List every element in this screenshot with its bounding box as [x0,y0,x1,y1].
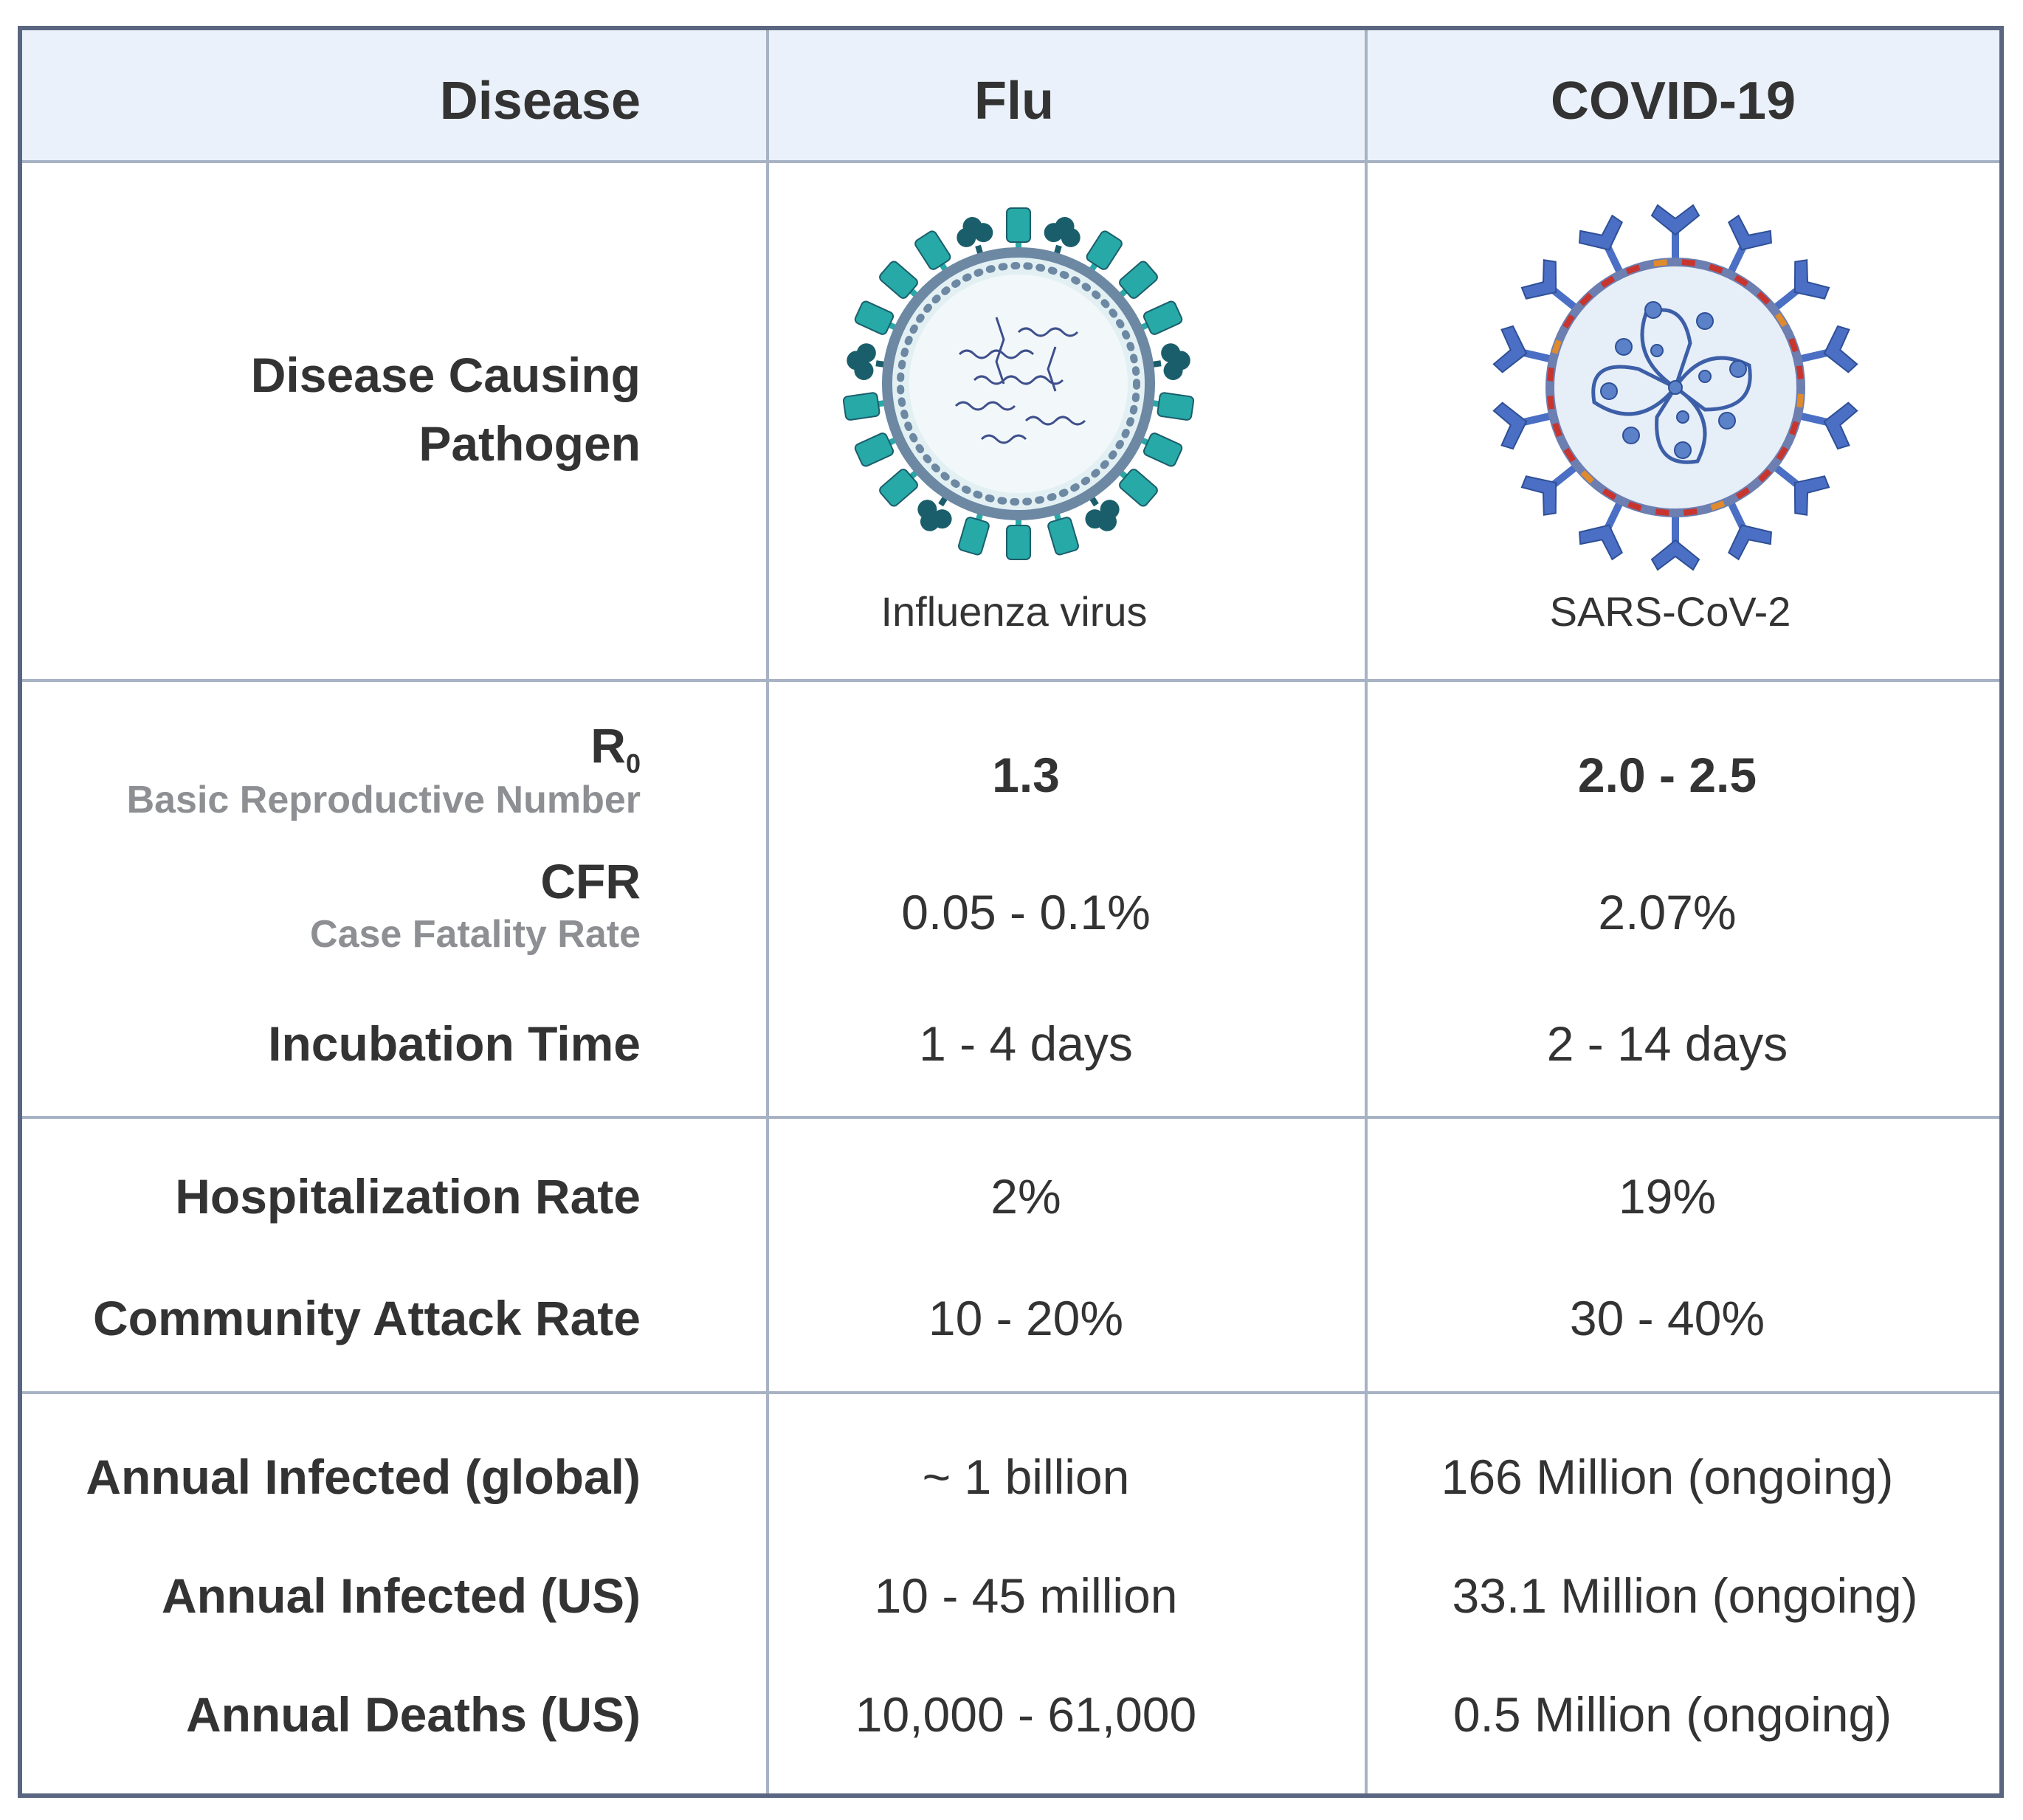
r0-label: R0 [590,717,641,779]
deaths-us-covid: 0.5 Million (ongoing) [1452,1687,1892,1742]
hospitalization-flu: 2% [990,1169,1061,1224]
header-covid: COVID-19 [1550,72,1796,131]
r0-flu: 1.3 [992,748,1060,802]
infected-global-flu: ~ 1 billion [922,1450,1130,1504]
r0-label-subscript: 0 [625,748,641,779]
incubation-label: Incubation Time [268,1016,641,1071]
comparison-table [18,26,2004,1798]
influenza-virus-illustration [842,207,1195,560]
pathogen-label-line1: Disease Causing [250,348,641,402]
attack-flu: 10 - 20% [928,1291,1124,1345]
deaths-us-flu: 10,000 - 61,000 [855,1687,1197,1742]
r0-label-text: R [590,718,626,773]
divider [22,160,1999,163]
r0-covid: 2.0 - 2.5 [1577,748,1757,802]
incubation-flu: 1 - 4 days [919,1016,1133,1071]
cfr-flu: 0.05 - 0.1% [901,885,1151,940]
hospitalization-label: Hospitalization Rate [175,1169,641,1224]
sars-cov-2-illustration [1492,204,1858,571]
covid-pathogen-caption: SARS-CoV-2 [1549,588,1791,635]
deaths-us-label: Annual Deaths (US) [185,1687,641,1742]
attack-covid: 30 - 40% [1569,1291,1765,1345]
infected-global-covid: 166 Million (ongoing) [1441,1450,1894,1504]
header-disease: Disease [439,72,641,131]
flu-pathogen-caption: Influenza virus [880,588,1148,635]
infected-us-label: Annual Infected (US) [161,1568,641,1623]
hospitalization-covid: 19% [1618,1169,1717,1224]
divider [22,1116,1999,1119]
cfr-label: CFR [540,854,641,909]
infected-global-label: Annual Infected (global) [86,1450,641,1504]
divider [22,679,1999,682]
attack-label: Community Attack Rate [92,1291,641,1345]
cfr-covid: 2.07% [1598,885,1737,940]
cfr-description: Case Fatality Rate [310,913,641,956]
divider [766,30,769,1793]
r0-description: Basic Reproductive Number [126,779,641,821]
pathogen-label-line2: Pathogen [418,416,641,471]
divider [22,1391,1999,1394]
infected-us-flu: 10 - 45 million [874,1568,1178,1623]
header-band [22,30,1999,162]
incubation-covid: 2 - 14 days [1546,1016,1788,1071]
infected-us-covid: 33.1 Million (ongoing) [1452,1568,1918,1623]
divider [1365,30,1368,1793]
header-flu: Flu [974,72,1054,131]
